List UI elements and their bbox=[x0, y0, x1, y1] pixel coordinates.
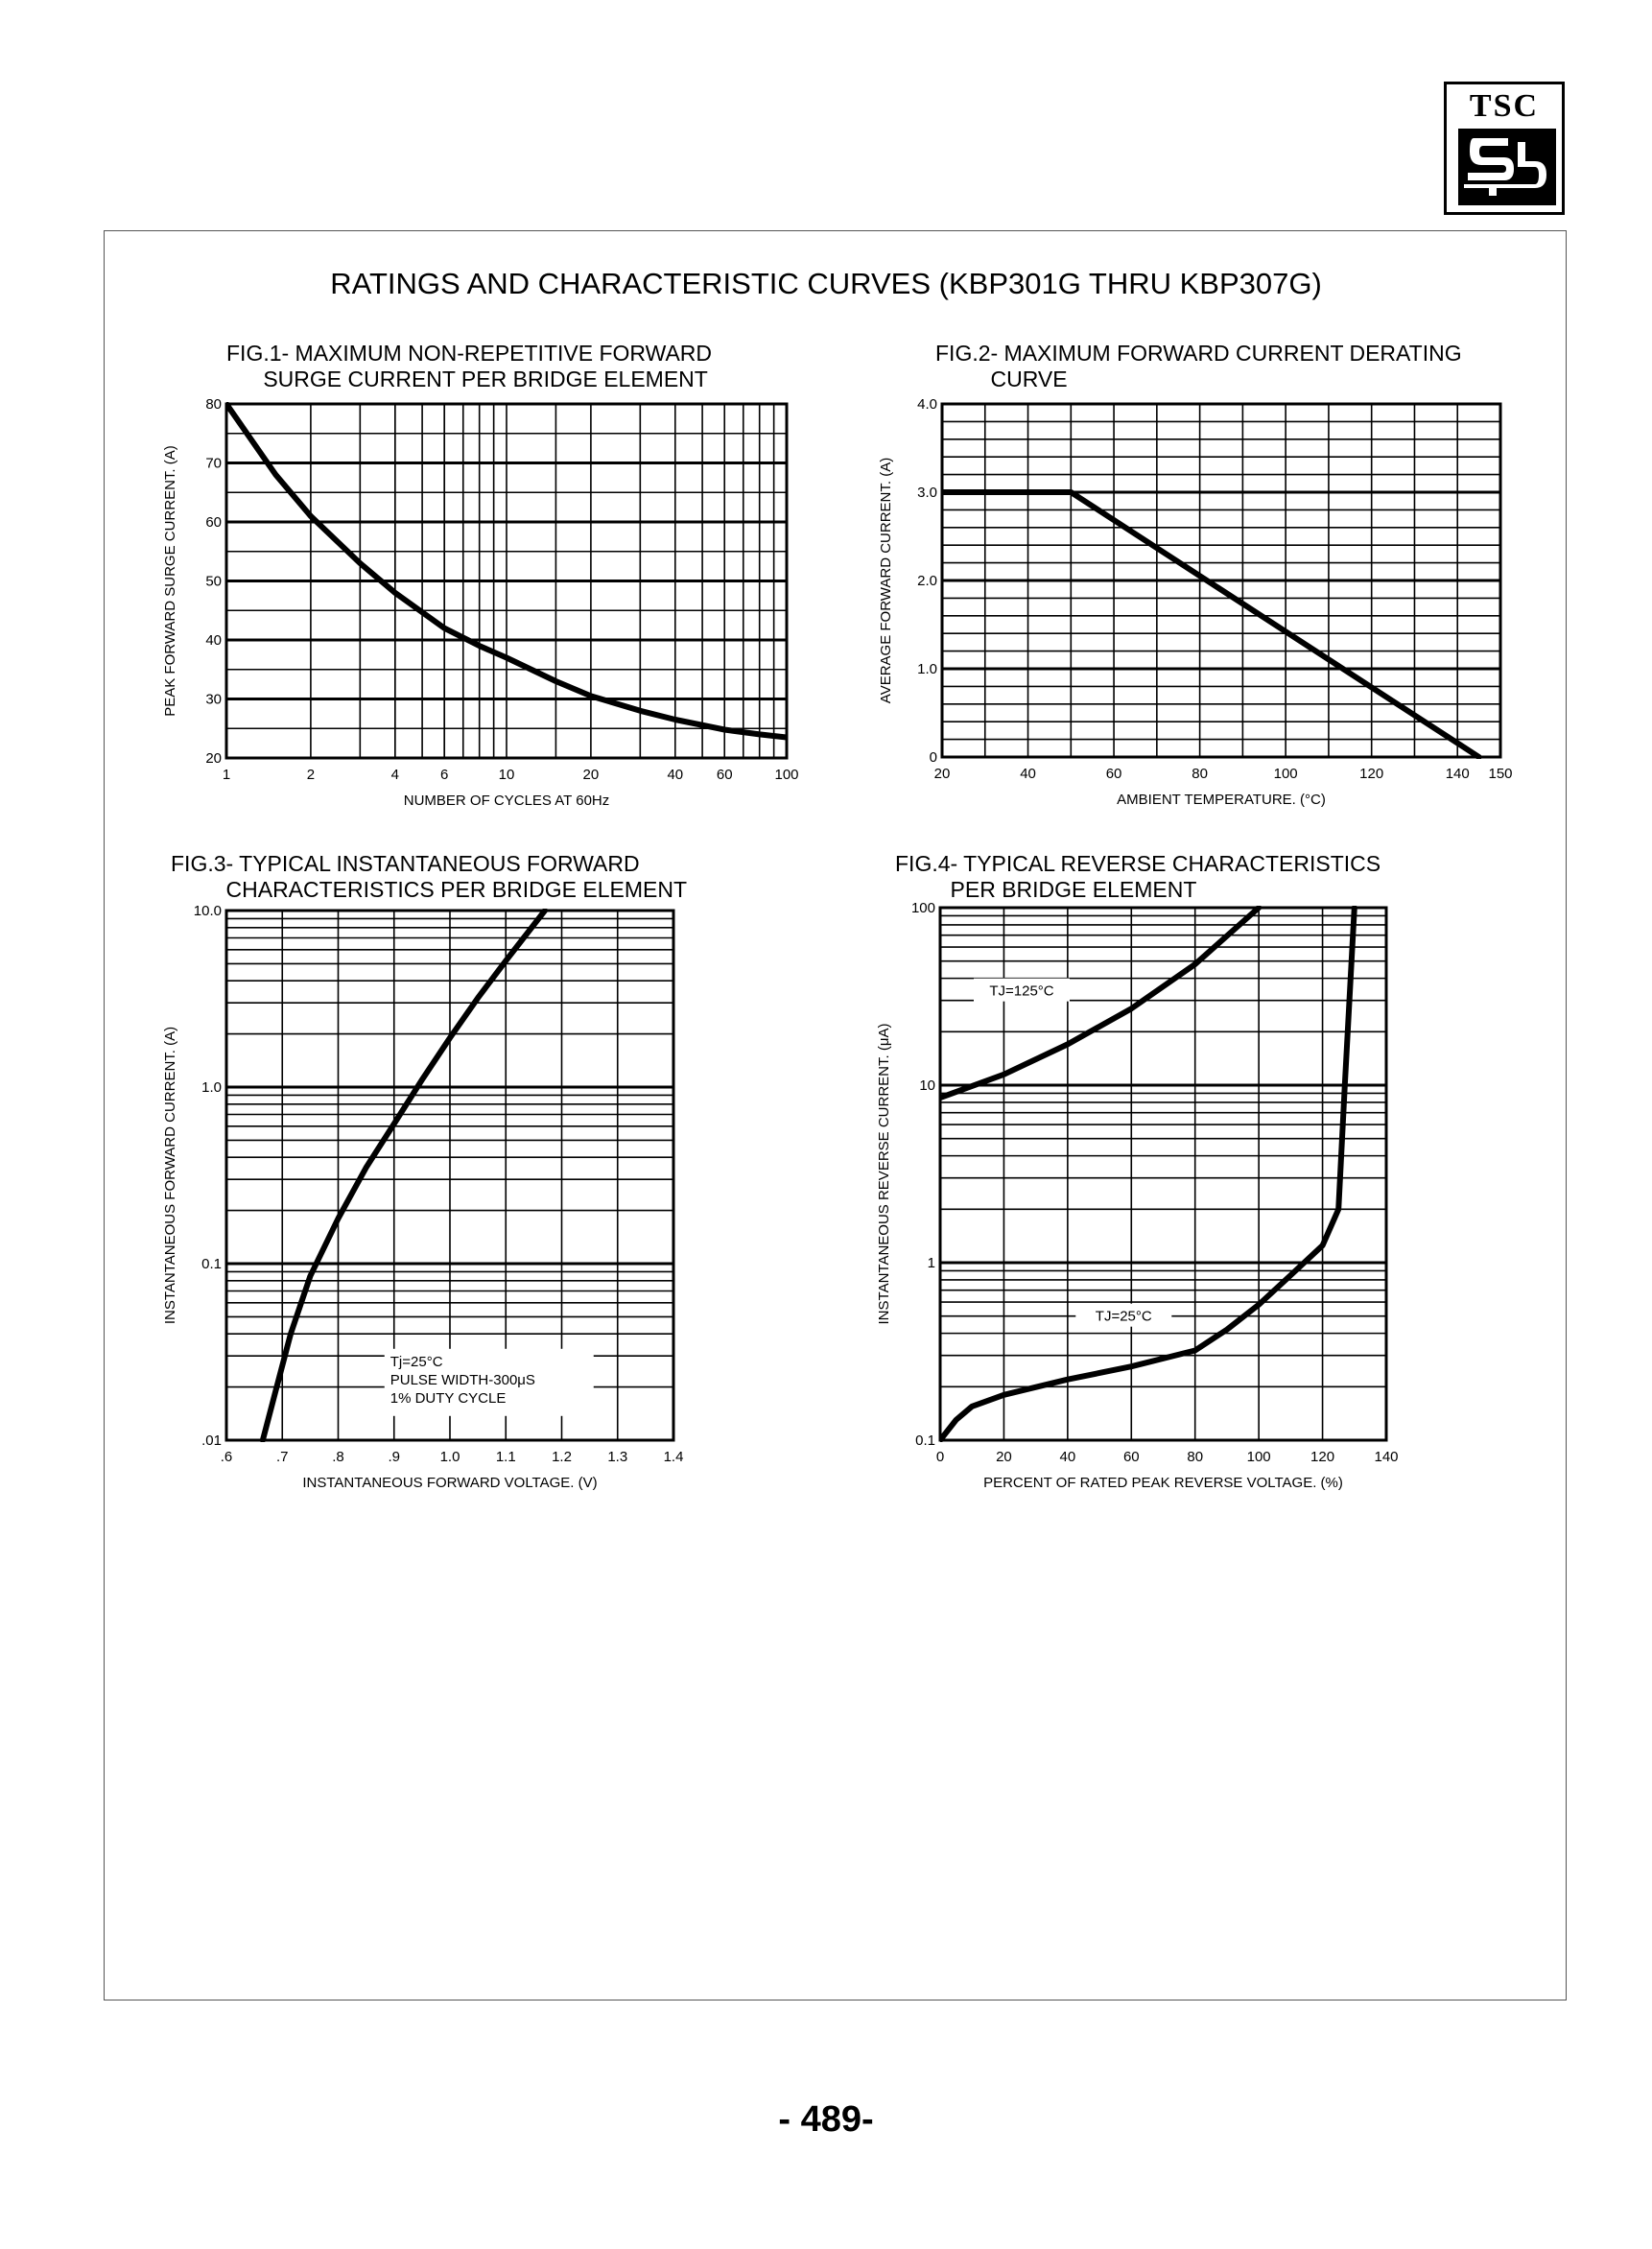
fig3-x-tick-label: 1.4 bbox=[664, 1449, 684, 1465]
fig3-annotation: 1% DUTY CYCLE bbox=[390, 1390, 507, 1407]
fig3-y-tick-label: .01 bbox=[201, 1432, 222, 1449]
fig3-x-tick-label: 1.1 bbox=[496, 1449, 516, 1465]
fig4-x-tick-label: 120 bbox=[1310, 1449, 1334, 1465]
fig2-chart: 20 40 60 80 100 120 140 150 0 1.0 2.0 3.0 4.0 AMBIENT… bbox=[878, 396, 1513, 808]
fig3-x-tick-label: 1.3 bbox=[607, 1449, 627, 1465]
fig4-x-tick-label: 60 bbox=[1123, 1449, 1140, 1465]
fig4-x-tick-label: 100 bbox=[1247, 1449, 1271, 1465]
fig2-y-tick-label: 3.0 bbox=[917, 485, 937, 501]
fig1-x-tick-label: 20 bbox=[583, 767, 600, 783]
fig1-x-tick-label: 10 bbox=[499, 767, 515, 783]
logo-mark-icon bbox=[1458, 129, 1556, 205]
fig3-y-tick-label: 10.0 bbox=[194, 903, 222, 919]
content-frame bbox=[104, 230, 1567, 2000]
fig1-x-tick-label: 2 bbox=[307, 767, 315, 783]
fig3-x-tick-label: .6 bbox=[221, 1449, 233, 1465]
fig4-x-tick-label: 40 bbox=[1060, 1449, 1076, 1465]
fig1-plot-frame bbox=[224, 402, 789, 760]
fig2-x-axis-label: AMBIENT TEMPERATURE. (°C) bbox=[1117, 792, 1326, 808]
fig3-x-tick-label: .8 bbox=[332, 1449, 344, 1465]
fig4-series-label-bg bbox=[1075, 1303, 1172, 1327]
fig4-x-tick-label: 80 bbox=[1187, 1449, 1203, 1465]
fig1-y-tick-label: 80 bbox=[205, 396, 222, 413]
fig3-y-tick-label: 0.1 bbox=[201, 1256, 222, 1272]
fig4-series-label: TJ=125°C bbox=[989, 983, 1053, 1000]
fig4-y-axis-label: INSTANTANEOUS REVERSE CURRENT. (μA) bbox=[876, 1024, 892, 1325]
fig3-annotation: Tj=25°C bbox=[390, 1354, 443, 1370]
fig2-y-axis-label: AVERAGE FORWARD CURRENT. (A) bbox=[878, 458, 894, 703]
fig4-y-tick-label: 100 bbox=[911, 900, 935, 916]
fig4-series-label: TJ=25°C bbox=[1096, 1309, 1152, 1325]
fig1-x-tick-label: 60 bbox=[717, 767, 733, 783]
fig2-x-tick-label: 150 bbox=[1488, 766, 1512, 782]
logo-text: TSC bbox=[1469, 88, 1540, 124]
fig1-x-axis-label: NUMBER OF CYCLES AT 60Hz bbox=[404, 793, 610, 809]
fig1-x-tick-label: 4 bbox=[391, 767, 399, 783]
fig1-x-tick-label: 40 bbox=[667, 767, 683, 783]
fig1-title: FIG.1- MAXIMUM NON-REPETITIVE FORWARD SU… bbox=[226, 341, 713, 391]
fig4-y-tick-label: 10 bbox=[919, 1077, 935, 1094]
fig3-chart: .6 .7 .8 .9 1.0 1.1 1.2 1.3 1.4 .01 0.1 1.0 10.0 INST… bbox=[162, 903, 683, 1491]
fig2-x-tick-label: 60 bbox=[1106, 766, 1122, 782]
fig4-series-label-bg bbox=[974, 978, 1070, 1002]
fig1-x-tick-label: 1 bbox=[223, 767, 230, 783]
fig2-plot-frame bbox=[940, 402, 1502, 759]
fig1-y-axis-label: PEAK FORWARD SURGE CURRENT. (A) bbox=[162, 445, 178, 717]
fig3-annotation-box bbox=[384, 1348, 594, 1416]
fig2-y-tick-label: 0 bbox=[930, 749, 937, 766]
fig3-x-axis-label: INSTANTANEOUS FORWARD VOLTAGE. (V) bbox=[302, 1475, 597, 1491]
fig3-x-tick-label: .9 bbox=[388, 1449, 400, 1465]
fig3-x-tick-label: 1.0 bbox=[440, 1449, 460, 1465]
fig2-x-tick-label: 100 bbox=[1274, 766, 1298, 782]
fig4-series-line-1 bbox=[940, 906, 1357, 1442]
fig4-title: FIG.4- TYPICAL REVERSE CHARACTERISTICS P… bbox=[895, 851, 1381, 902]
fig4-plot-frame bbox=[938, 906, 1388, 1442]
fig1-chart: 1 2 4 6 10 20 40 60 100 20 30 40 50 60 70 80 NUMBER OF C… bbox=[162, 396, 799, 809]
fig2-y-tick-label: 1.0 bbox=[917, 661, 937, 677]
fig2-title: FIG.2- MAXIMUM FORWARD CURRENT DERATING … bbox=[935, 341, 1462, 391]
fig1-y-tick-label: 70 bbox=[205, 456, 222, 472]
company-logo: TSC bbox=[1444, 82, 1565, 215]
fig4-y-tick-label: 0.1 bbox=[915, 1432, 935, 1449]
fig1-y-tick-label: 50 bbox=[205, 574, 222, 590]
fig1-y-tick-label: 60 bbox=[205, 514, 222, 531]
fig1-series-line-0 bbox=[226, 402, 787, 741]
fig4-chart: 0 20 40 60 80 100 120 140 0.1 1 10 100 PERCENT OF RA… bbox=[876, 900, 1399, 1491]
fig2-y-tick-label: 4.0 bbox=[917, 396, 937, 413]
fig2-x-tick-label: 40 bbox=[1020, 766, 1036, 782]
fig4-x-tick-label: 140 bbox=[1374, 1449, 1398, 1465]
fig4-y-tick-label: 1 bbox=[928, 1255, 935, 1271]
fig2-x-tick-label: 120 bbox=[1359, 766, 1383, 782]
fig1-x-tick-label: 100 bbox=[774, 767, 798, 783]
fig3-annotation: PULSE WIDTH-300μS bbox=[390, 1372, 535, 1388]
fig2-x-tick-label: 20 bbox=[934, 766, 951, 782]
fig4-x-axis-label: PERCENT OF RATED PEAK REVERSE VOLTAGE. (… bbox=[983, 1475, 1343, 1491]
fig1-y-tick-label: 30 bbox=[205, 692, 222, 708]
fig3-x-tick-label: .7 bbox=[276, 1449, 289, 1465]
fig3-plot-frame bbox=[224, 909, 675, 1442]
fig3-x-tick-label: 1.2 bbox=[552, 1449, 572, 1465]
fig4-x-tick-label: 0 bbox=[936, 1449, 944, 1465]
fig4-series-line-0 bbox=[940, 906, 1263, 1101]
fig3-y-tick-label: 1.0 bbox=[201, 1079, 222, 1096]
fig3-y-axis-label: INSTANTANEOUS FORWARD CURRENT. (A) bbox=[162, 1027, 178, 1324]
page-number: - 489- bbox=[778, 2099, 874, 2140]
fig1-y-tick-label: 40 bbox=[205, 632, 222, 649]
fig3-title: FIG.3- TYPICAL INSTANTANEOUS FORWARD CHA… bbox=[171, 851, 688, 902]
fig1-x-tick-label: 6 bbox=[440, 767, 448, 783]
fig2-x-tick-label: 80 bbox=[1192, 766, 1208, 782]
page-title: RATINGS AND CHARACTERISTIC CURVES (KBP30… bbox=[330, 267, 1322, 300]
fig2-series-line-0 bbox=[942, 489, 1482, 759]
fig2-x-tick-label: 140 bbox=[1446, 766, 1470, 782]
fig4-x-tick-label: 20 bbox=[996, 1449, 1012, 1465]
fig3-series-line-0 bbox=[259, 909, 548, 1442]
fig2-y-tick-label: 2.0 bbox=[917, 573, 937, 589]
fig1-y-tick-label: 20 bbox=[205, 750, 222, 767]
